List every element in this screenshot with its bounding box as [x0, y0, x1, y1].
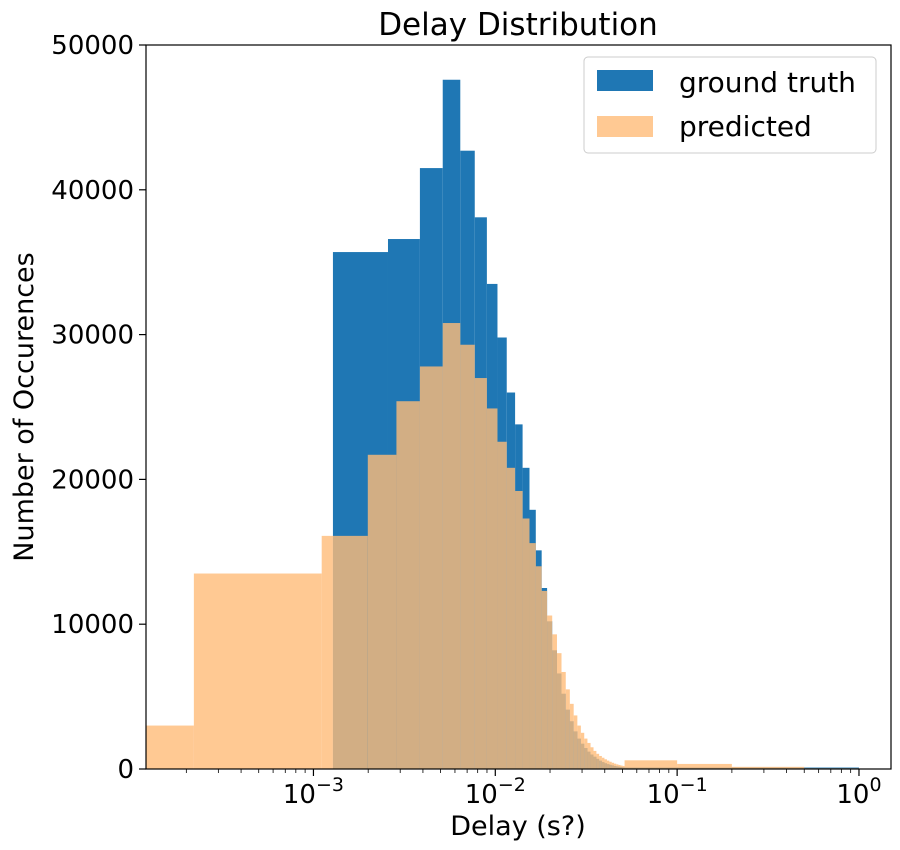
bar-predicted — [593, 750, 597, 769]
bar-predicted — [601, 757, 605, 769]
y-tick-label: 10000 — [51, 610, 134, 640]
bar-predicted — [731, 766, 805, 769]
bar-predicted — [515, 490, 523, 769]
bar-predicted — [584, 738, 588, 769]
plot-frame — [145, 44, 892, 770]
bar-predicted — [620, 765, 623, 769]
bar-predicted — [419, 366, 443, 769]
bar-predicted — [460, 344, 475, 769]
x-tick-label: 10−1 — [647, 774, 708, 810]
legend-swatch-ground-truth — [597, 70, 653, 91]
legend: ground truth predicted — [583, 56, 877, 154]
legend-swatch-predicted — [597, 116, 653, 137]
bar-predicted — [580, 732, 585, 769]
bar-predicted — [552, 634, 557, 769]
bar-predicted — [561, 671, 566, 769]
bar-predicted — [573, 715, 578, 769]
bar-predicted — [396, 401, 420, 769]
x-tick-label: 100 — [836, 774, 881, 810]
bar-predicted — [611, 762, 615, 769]
y-tick-label: 40000 — [51, 176, 134, 206]
y-tick-label: 0 — [117, 755, 134, 785]
legend-label-predicted: predicted — [679, 110, 812, 143]
bar-predicted — [486, 408, 498, 769]
x-axis-label: Delay (s?) — [450, 811, 585, 842]
bar-predicted — [367, 454, 397, 769]
bar-predicted — [622, 765, 625, 769]
legend-label-ground-truth: ground truth — [679, 66, 856, 99]
bar-predicted — [599, 755, 602, 769]
bar-predicted — [506, 467, 516, 769]
bars-layer — [146, 79, 859, 769]
bar-predicted — [596, 753, 600, 769]
y-tick-label: 30000 — [51, 321, 134, 351]
bar-predicted — [590, 747, 594, 769]
bar-predicted — [541, 590, 548, 769]
bar-predicted — [577, 725, 581, 769]
bar-predicted — [529, 543, 536, 769]
bar-predicted — [146, 725, 194, 769]
bar-predicted — [677, 763, 732, 769]
bar-predicted — [609, 761, 612, 769]
bar-predicted — [616, 764, 619, 769]
y-tick-label: 50000 — [51, 31, 134, 61]
bar-predicted — [624, 760, 678, 769]
bar-predicted — [332, 535, 368, 769]
bar-predicted — [604, 759, 607, 769]
legend-box — [583, 56, 877, 154]
bar-predicted — [522, 518, 530, 769]
bar-predicted — [193, 573, 322, 769]
bar-predicted — [614, 763, 617, 769]
bar-predicted — [618, 764, 621, 769]
bar-predicted — [442, 323, 461, 769]
bar-predicted — [321, 535, 333, 769]
y-tick-label: 20000 — [51, 465, 134, 495]
bar-predicted — [497, 441, 507, 769]
y-axis: 0 10000 20000 30000 40000 50000 — [51, 31, 146, 785]
x-axis: 10−3 10−2 10−1 100 — [185, 769, 882, 810]
bar-predicted — [587, 742, 591, 769]
bar-predicted — [535, 566, 542, 769]
bar-predicted — [556, 653, 562, 769]
x-tick-label: 10−3 — [283, 774, 344, 810]
bar-predicted — [569, 703, 574, 769]
bar-predicted — [565, 689, 570, 769]
bar-predicted — [547, 615, 553, 769]
chart-title: Delay Distribution — [378, 7, 658, 43]
bar-predicted — [474, 378, 487, 769]
y-axis-label: Number of Occurences — [9, 252, 40, 561]
x-tick-label: 10−2 — [465, 774, 526, 810]
bar-predicted — [606, 760, 610, 769]
